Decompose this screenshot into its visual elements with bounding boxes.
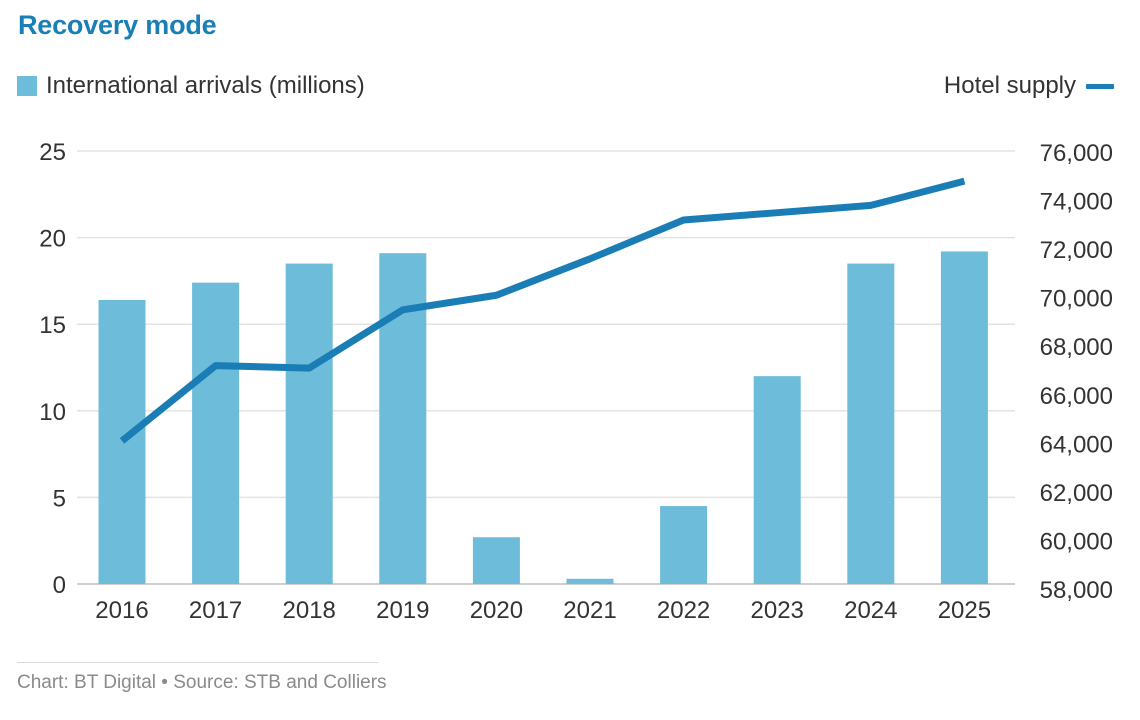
x-tick-label: 2018	[283, 597, 336, 624]
bar-2023	[753, 376, 801, 584]
y-right-tick-label: 62,000	[1040, 480, 1113, 507]
bar-2020	[472, 537, 520, 584]
x-axis: 2016 2017 2018 2019 2020 2021 2022 2023 2024 2025	[95, 597, 991, 624]
legend-bar-swatch	[17, 76, 37, 96]
x-tick-label: 2019	[376, 597, 429, 624]
bar-2021	[566, 578, 614, 584]
y-right-tick-label: 66,000	[1040, 383, 1113, 410]
y-right-tick-label: 60,000	[1040, 528, 1113, 555]
y-right-tick-label: 74,000	[1040, 189, 1113, 216]
legend-bar-label: International arrivals (millions)	[46, 72, 365, 99]
y-left-tick-label: 25	[39, 139, 66, 166]
bar-2019	[379, 253, 427, 585]
y-right-tick-label: 72,000	[1040, 237, 1113, 264]
chart-source: Chart: BT Digital • Source: STB and Coll…	[17, 672, 387, 693]
y-axis-right: 58,000 60,000 62,000 64,000 66,000 68,000 70,0…	[1040, 140, 1113, 604]
bar-2025	[940, 251, 988, 584]
bars	[98, 251, 988, 585]
legend-line-swatch	[1086, 83, 1114, 89]
y-right-tick-label: 68,000	[1040, 334, 1113, 361]
x-tick-label: 2020	[470, 597, 523, 624]
x-tick-label: 2021	[563, 597, 616, 624]
x-tick-label: 2025	[938, 597, 991, 624]
bar-2016	[98, 299, 146, 584]
bar-2024	[847, 263, 895, 584]
x-tick-label: 2023	[751, 597, 804, 624]
y-left-tick-label: 15	[39, 312, 66, 339]
footer-divider	[17, 662, 378, 663]
legend-line-label: Hotel supply	[943, 72, 1076, 99]
x-tick-label: 2017	[189, 597, 242, 624]
x-tick-label: 2024	[844, 597, 897, 624]
y-left-tick-label: 5	[53, 485, 66, 512]
y-right-tick-label: 58,000	[1040, 577, 1113, 604]
legend-bars: International arrivals (millions)	[17, 72, 365, 100]
legend-line: Hotel supply	[944, 72, 1114, 100]
x-tick-label: 2022	[657, 597, 710, 624]
x-tick-label: 2016	[95, 597, 148, 624]
y-left-tick-label: 0	[53, 572, 66, 599]
chart-title: Recovery mode	[18, 10, 217, 40]
y-left-tick-label: 10	[39, 399, 66, 426]
y-right-tick-label: 64,000	[1040, 431, 1113, 458]
bar-2022	[660, 506, 708, 584]
line-series	[119, 177, 966, 444]
bar-2018	[285, 263, 333, 584]
y-axis-left: 0 5 10 15 20 25	[39, 139, 66, 599]
y-right-tick-label: 76,000	[1040, 140, 1113, 167]
hotel-supply-line	[119, 177, 966, 444]
y-right-tick-label: 70,000	[1040, 286, 1113, 313]
bar-2017	[192, 282, 240, 584]
y-left-tick-label: 20	[39, 226, 66, 253]
